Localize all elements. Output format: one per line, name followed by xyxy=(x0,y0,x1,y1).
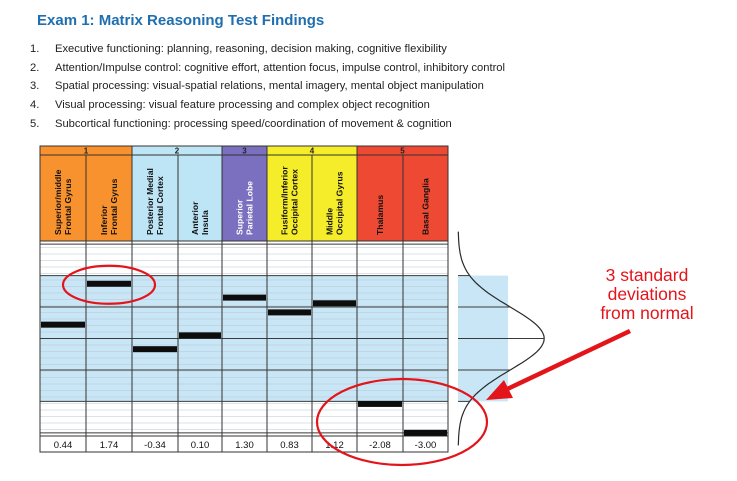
finding-text: Subcortical functioning: processing spee… xyxy=(55,117,452,130)
score-bar xyxy=(133,346,177,353)
score-value-label: -3.00 xyxy=(415,440,437,451)
region-label: Basal Ganglia xyxy=(421,178,431,235)
region-label: SuperiorParietal Lobe xyxy=(235,181,255,235)
region-label-line: Anterior xyxy=(190,201,200,235)
finding-number: 5. xyxy=(30,117,40,130)
score-bar xyxy=(358,400,402,407)
finding-item: 4. Visual processing: visual feature proc… xyxy=(30,96,505,115)
score-value-label: 0.44 xyxy=(54,440,73,451)
finding-number: 3. xyxy=(30,80,40,93)
column-header-cell xyxy=(266,154,313,242)
score-value-label: 1.74 xyxy=(100,440,119,451)
finding-item: 5. Subcortical functioning: processing sp… xyxy=(30,114,505,133)
region-label: Fusiform/InferiorOccipital Cortex xyxy=(280,166,300,235)
column-header-cell xyxy=(221,154,268,242)
column-header-cell xyxy=(356,154,404,242)
finding-text: Visual processing: visual feature proces… xyxy=(55,99,430,112)
region-label-line: Frontal Cortex xyxy=(155,176,165,235)
annotation-text: 3 standard deviations from normal xyxy=(572,266,722,323)
group-number: 5 xyxy=(400,147,405,156)
highlight-ellipse xyxy=(61,264,157,305)
page-title: Exam 1: Matrix Reasoning Test Findings xyxy=(37,12,325,29)
score-value-label: -2.08 xyxy=(369,440,391,451)
findings-list: 1. Executive functioning: planning, reaso… xyxy=(30,40,505,133)
finding-number: 2. xyxy=(30,61,40,74)
highlight-ellipse xyxy=(315,377,489,467)
annotation-line: from normal xyxy=(600,303,694,323)
score-bar xyxy=(268,309,311,316)
score-value-label: -0.34 xyxy=(144,440,166,451)
group-number: 2 xyxy=(175,147,180,156)
finding-item: 2. Attention/Impulse control: cognitive e… xyxy=(30,59,505,78)
annotation-arrow xyxy=(500,328,631,395)
annotation-line: deviations xyxy=(607,284,687,304)
region-label-line: Inferior xyxy=(99,205,109,235)
region-label-line: Frontal Gyrus xyxy=(109,178,119,235)
region-label-line: Occipital Cortex xyxy=(290,169,300,235)
region-label-line: Basal Ganglia xyxy=(421,178,431,235)
score-bar xyxy=(313,300,356,307)
finding-item: 3. Spatial processing: visual-spatial rel… xyxy=(30,77,505,96)
annotation-line: 3 standard xyxy=(605,265,689,285)
score-bar xyxy=(179,332,221,339)
finding-text: Executive functioning: planning, reasoni… xyxy=(55,43,447,56)
region-label-line: Thalamus xyxy=(375,195,385,235)
finding-number: 1. xyxy=(30,43,40,56)
column-header-cell xyxy=(131,154,179,242)
region-label: Thalamus xyxy=(375,195,385,235)
region-label-line: Fusiform/Inferior xyxy=(280,166,290,235)
finding-item: 1. Executive functioning: planning, reaso… xyxy=(30,40,505,59)
score-value-label: 1.30 xyxy=(235,440,254,451)
region-label-line: Posterior Medial xyxy=(145,168,155,235)
region-label-line: Superior xyxy=(235,199,245,235)
region-label: Posterior MedialFrontal Cortex xyxy=(145,168,165,235)
region-label: InferiorFrontal Gyrus xyxy=(99,178,119,235)
region-label: Superior/middleFrontal Gyrus xyxy=(53,169,73,235)
finding-text: Spatial processing: visual-spatial relat… xyxy=(55,80,484,93)
group-number: 3 xyxy=(242,147,247,156)
region-label-line: Parietal Lobe xyxy=(245,181,255,235)
score-value-label: 0.10 xyxy=(191,440,210,451)
plot-frame xyxy=(39,240,449,453)
column-header-cell xyxy=(85,154,133,242)
score-bar xyxy=(41,321,85,328)
group-number: 1 xyxy=(84,147,89,156)
region-label-line: Insula xyxy=(200,210,210,235)
region-label-line: Middle xyxy=(325,208,335,235)
region-label-line: Frontal Gyrus xyxy=(63,178,73,235)
score-value-label: 0.83 xyxy=(280,440,299,451)
bell-curve xyxy=(457,231,545,446)
region-label: MiddleOccipital Gyrus xyxy=(325,171,345,235)
score-bar xyxy=(223,294,266,301)
column-header-cell xyxy=(402,154,449,242)
finding-number: 4. xyxy=(30,99,40,112)
score-bar xyxy=(87,280,131,287)
score-bar xyxy=(404,429,447,436)
finding-text: Attention/Impulse control: cognitive eff… xyxy=(55,61,506,74)
score-value-label: 1.12 xyxy=(325,440,344,451)
group-header xyxy=(356,145,449,156)
region-label: AnteriorInsula xyxy=(190,201,210,235)
region-label-line: Superior/middle xyxy=(53,169,63,235)
annotation-arrowhead xyxy=(486,380,513,400)
region-label-line: Occipital Gyrus xyxy=(335,171,345,235)
group-number: 4 xyxy=(310,147,315,156)
